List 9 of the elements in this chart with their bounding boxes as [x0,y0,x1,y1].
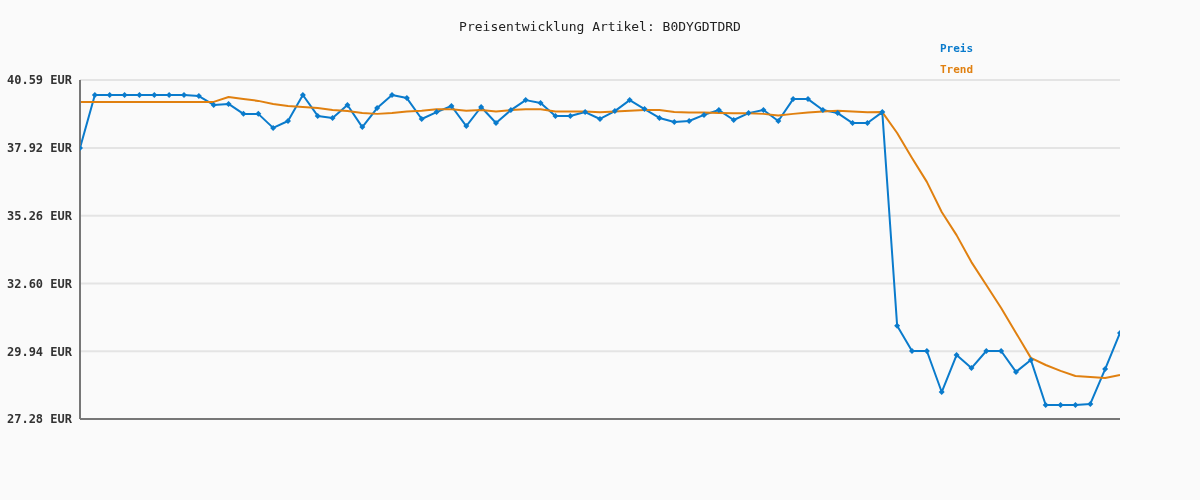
y-tick-label: 40.59 EUR [6,73,73,88]
y-tick-label: 32.60 EUR [6,276,73,291]
y-tick-label: 37.92 EUR [6,141,73,156]
y-tick-label: 35.26 EUR [6,209,73,224]
text: Preis [940,41,974,57]
y-tick-label: 29.94 EUR [6,344,73,359]
chart-title: Preisentwicklung Artikel: B0DYGDTDRD [458,19,742,34]
text: Trend [940,62,974,78]
y-tick-label: 27.28 EUR [6,412,73,427]
